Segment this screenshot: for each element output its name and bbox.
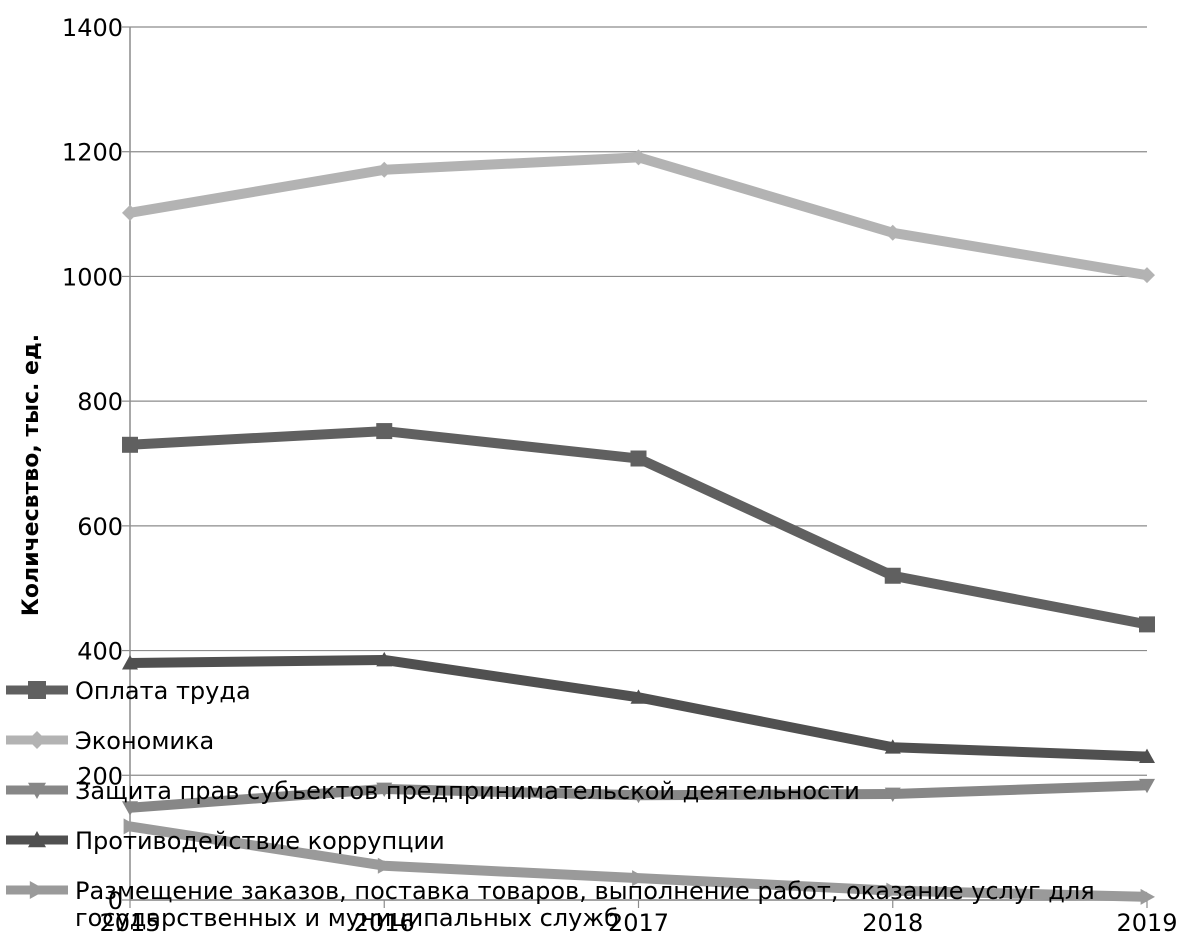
- data-point: [122, 801, 138, 816]
- y-tick-label: 1000: [62, 263, 123, 291]
- legend-marker: [28, 831, 46, 848]
- data-point: [1139, 616, 1155, 633]
- legend-label-continued: государственных и муниципальных служб: [75, 904, 619, 932]
- x-tick-label: 2018: [862, 909, 923, 934]
- data-point: [632, 870, 647, 887]
- legend-marker: [28, 681, 46, 699]
- data-point: [630, 149, 647, 166]
- data-point: [1139, 778, 1155, 794]
- x-tick-label: 2015: [99, 909, 160, 934]
- x-tick-label: 2017: [608, 909, 669, 934]
- series-line: [129, 152, 1148, 281]
- series-lines: [122, 149, 1155, 905]
- data-point: [122, 436, 138, 453]
- data-point: [884, 787, 901, 802]
- data-point: [884, 567, 901, 584]
- y-tick-label: 1200: [62, 139, 123, 167]
- data-point: [630, 788, 647, 804]
- data-point: [122, 204, 138, 221]
- data-point: [1139, 748, 1155, 763]
- y-tick-label: 800: [77, 388, 123, 416]
- data-point: [122, 655, 138, 670]
- data-point: [1139, 267, 1155, 284]
- legend-label: Защита прав субъектов предпринимательско…: [75, 777, 860, 805]
- y-tick-label: 600: [77, 513, 123, 541]
- gridlines: [130, 26, 1147, 901]
- series-line: [129, 654, 1148, 762]
- y-tick-label: 400: [77, 638, 123, 666]
- data-point: [376, 651, 393, 667]
- data-point: [123, 818, 138, 835]
- y-axis-label: Количесвтво, тыс. ед.: [19, 334, 44, 616]
- legend-label: Размещение заказов, поставка товаров, вы…: [75, 877, 1095, 905]
- legend: Оплата труда Экономика Защита прав субъект…: [6, 677, 1095, 932]
- data-point: [884, 739, 901, 754]
- data-point: [377, 857, 393, 874]
- legend-label: Экономика: [75, 727, 214, 755]
- y-tick-labels: 0 200 400 600 800 1000 1200 1400: [62, 14, 123, 915]
- data-point: [630, 450, 647, 467]
- legend-marker: [28, 731, 46, 749]
- data-point: [886, 882, 901, 899]
- data-point: [376, 782, 393, 798]
- data-point: [630, 689, 647, 704]
- y-tick-label: 1400: [62, 14, 123, 42]
- x-tick-labels: 2015 2016 2017 2018 2019: [99, 909, 1177, 934]
- legend-marker: [28, 782, 46, 799]
- x-tick-label: 2019: [1116, 909, 1177, 934]
- x-tick-label: 2016: [354, 909, 415, 934]
- data-point: [884, 224, 901, 241]
- legend-label: Оплата труда: [75, 677, 251, 705]
- y-tick-label: 0: [108, 887, 123, 915]
- legend-marker: [29, 881, 46, 899]
- data-point: [376, 161, 393, 178]
- data-point: [376, 423, 393, 440]
- axes: [122, 26, 1148, 908]
- data-point: [1140, 888, 1155, 905]
- y-tick-label: 200: [77, 762, 123, 790]
- legend-label: Противодействие коррупции: [75, 827, 445, 855]
